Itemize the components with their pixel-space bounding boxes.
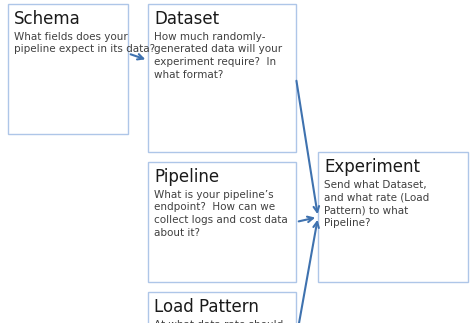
FancyBboxPatch shape bbox=[8, 4, 128, 134]
FancyBboxPatch shape bbox=[318, 152, 468, 282]
Text: At what data rate should
PlantD send data? For how
long?: At what data rate should PlantD send dat… bbox=[154, 319, 293, 323]
Text: Dataset: Dataset bbox=[154, 10, 219, 28]
Text: What fields does your
pipeline expect in its data?: What fields does your pipeline expect in… bbox=[14, 32, 155, 54]
Text: Load Pattern: Load Pattern bbox=[154, 298, 259, 316]
Text: Experiment: Experiment bbox=[324, 158, 420, 176]
Text: Send what Dataset,
and what rate (Load
Pattern) to what
Pipeline?: Send what Dataset, and what rate (Load P… bbox=[324, 180, 429, 228]
Text: Pipeline: Pipeline bbox=[154, 168, 219, 186]
Text: What is your pipeline’s
endpoint?  How can we
collect logs and cost data
about i: What is your pipeline’s endpoint? How ca… bbox=[154, 190, 288, 238]
FancyBboxPatch shape bbox=[148, 162, 296, 282]
FancyBboxPatch shape bbox=[148, 292, 296, 323]
Text: Schema: Schema bbox=[14, 10, 81, 28]
FancyBboxPatch shape bbox=[148, 4, 296, 152]
Text: How much randomly-
generated data will your
experiment require?  In
what format?: How much randomly- generated data will y… bbox=[154, 32, 282, 80]
